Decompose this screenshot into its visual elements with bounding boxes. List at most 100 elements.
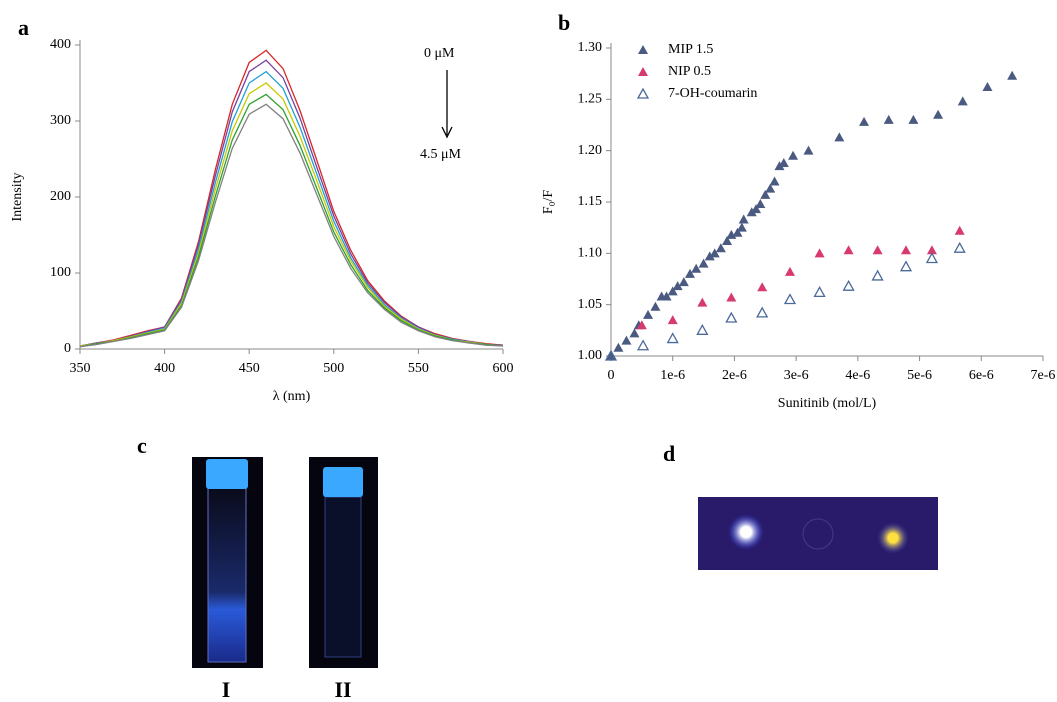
x-tick-label: 550 xyxy=(408,361,429,376)
x-tick-label: 7e-6 xyxy=(1031,368,1056,383)
y-tick-label: 1.20 xyxy=(578,143,603,158)
point xyxy=(725,311,738,323)
point xyxy=(672,281,683,291)
x-tick-label: 2e-6 xyxy=(722,368,747,383)
point xyxy=(900,245,911,255)
y-tick-label: 1.25 xyxy=(578,92,603,107)
point xyxy=(926,245,937,255)
point xyxy=(925,252,939,264)
point xyxy=(788,150,799,160)
point xyxy=(859,116,870,126)
point xyxy=(954,225,965,235)
point xyxy=(736,222,747,232)
point xyxy=(606,351,616,360)
point xyxy=(908,114,919,124)
x-axis-label: λ (nm) xyxy=(273,389,311,404)
x-tick-label: 400 xyxy=(154,361,175,376)
point xyxy=(667,286,678,296)
arrow-head xyxy=(441,126,453,139)
point xyxy=(814,248,825,258)
point xyxy=(834,132,845,142)
y-tick-label: 1.15 xyxy=(578,194,603,209)
vial xyxy=(324,496,362,658)
x-tick-label: 6e-6 xyxy=(969,368,994,383)
y-tick-label: 200 xyxy=(50,189,71,204)
point xyxy=(691,263,702,273)
point xyxy=(636,339,650,351)
panel-label: a xyxy=(18,15,29,40)
photo-label: I xyxy=(222,677,231,702)
x-tick-label: 0 xyxy=(608,368,615,383)
y-tick-label: 1.00 xyxy=(578,348,603,363)
x-tick-label: 600 xyxy=(493,361,514,376)
point xyxy=(803,145,814,155)
photo-label: II xyxy=(334,677,351,702)
point xyxy=(843,245,854,255)
point xyxy=(613,342,624,352)
panel-label: c xyxy=(137,433,147,458)
spot xyxy=(728,514,764,550)
spectrum-line xyxy=(79,93,504,348)
point xyxy=(650,301,661,311)
point xyxy=(842,279,855,291)
legend-marker xyxy=(638,45,648,54)
y-axis-label: F₀/F xyxy=(541,190,556,215)
spectrum-line xyxy=(79,70,504,347)
point xyxy=(813,286,826,297)
x-tick-label: 350 xyxy=(70,361,91,376)
point xyxy=(872,245,883,255)
y-tick-label: 100 xyxy=(50,265,71,280)
point xyxy=(604,349,618,361)
point xyxy=(722,236,733,246)
point xyxy=(746,207,757,217)
legend-marker xyxy=(636,87,650,99)
point xyxy=(982,82,993,92)
point xyxy=(760,189,771,199)
vial-cap xyxy=(323,467,363,497)
point xyxy=(726,292,737,302)
point xyxy=(684,268,695,278)
spectrum-line xyxy=(79,59,504,347)
point xyxy=(883,114,894,124)
point xyxy=(629,328,640,338)
x-tick-label: 4e-6 xyxy=(845,368,870,383)
point xyxy=(666,332,679,344)
x-tick-label: 500 xyxy=(323,361,344,376)
point xyxy=(696,323,709,335)
x-tick-label: 3e-6 xyxy=(784,368,809,383)
point xyxy=(784,266,795,276)
x-axis-label: Sunitinib (mol/L) xyxy=(778,396,877,411)
panel-label: d xyxy=(663,441,675,466)
spot xyxy=(877,522,909,554)
y-tick-label: 1.05 xyxy=(578,297,603,312)
point xyxy=(697,297,708,307)
spectrum-line xyxy=(79,49,504,347)
y-tick-label: 400 xyxy=(50,37,71,52)
legend-label: 7-OH-coumarin xyxy=(668,86,757,101)
point xyxy=(953,241,966,253)
point xyxy=(636,320,647,330)
legend-label: NIP 0.5 xyxy=(668,64,711,79)
y-axis-label: Intensity xyxy=(10,173,25,222)
point xyxy=(704,251,715,261)
point xyxy=(709,248,720,258)
point xyxy=(621,335,632,345)
point xyxy=(755,199,766,209)
point xyxy=(757,282,768,292)
point xyxy=(667,315,678,325)
x-tick-label: 1e-6 xyxy=(660,368,685,383)
point xyxy=(715,243,726,253)
y-tick-label: 1.30 xyxy=(578,40,603,55)
x-tick-label: 450 xyxy=(239,361,260,376)
x-tick-label: 5e-6 xyxy=(907,368,932,383)
point xyxy=(933,109,944,119)
point xyxy=(765,183,776,193)
point xyxy=(732,227,743,237)
y-tick-label: 1.10 xyxy=(578,246,603,261)
point xyxy=(756,306,769,318)
legend-marker xyxy=(638,67,648,76)
y-tick-label: 0 xyxy=(64,341,71,356)
spectrum-line xyxy=(79,103,504,348)
point xyxy=(774,161,785,171)
